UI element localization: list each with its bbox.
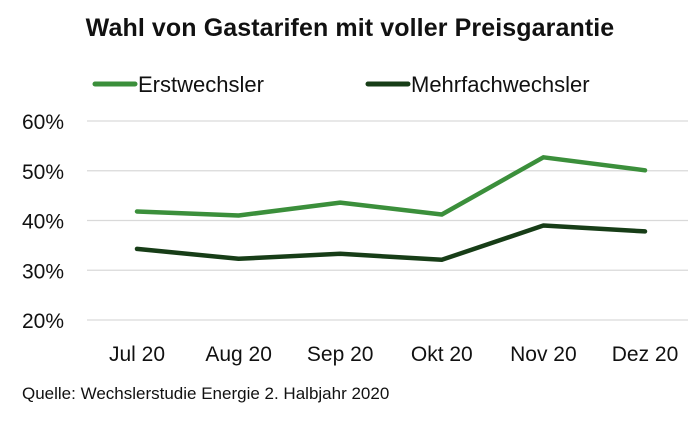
x-tick-label: Sep 20 (307, 343, 374, 366)
y-tick-label: 50% (22, 161, 64, 184)
x-tick-label: Jul 20 (109, 343, 165, 366)
source-note: Quelle: Wechslerstudie Energie 2. Halbja… (22, 384, 390, 403)
series-lines (134, 155, 648, 263)
x-tick-label: Dez 20 (612, 343, 679, 366)
series-line-mehrfachwechsler (134, 223, 648, 263)
y-tick-label: 60% (22, 111, 64, 134)
y-tick-label: 20% (22, 310, 64, 333)
series-line-erstwechsler (134, 155, 648, 218)
x-tick-label: Aug 20 (205, 343, 272, 366)
x-axis: Jul 20 Aug 20 Sep 20 Okt 20 Nov 20 Dez 20 (109, 343, 678, 366)
x-tick-label: Nov 20 (510, 343, 577, 366)
legend-label: Mehrfachwechsler (411, 72, 590, 97)
y-tick-label: 40% (22, 211, 64, 234)
chart-title: Wahl von Gastarifen mit voller Preisgara… (85, 14, 615, 42)
y-axis: 20% 30% 40% 50% 60% (22, 111, 64, 333)
legend: Erstwechsler Mehrfachwechsler (92, 72, 590, 97)
legend-label: Erstwechsler (138, 72, 264, 97)
y-tick-label: 30% (22, 260, 64, 283)
gridlines (87, 120, 688, 321)
x-tick-label: Okt 20 (411, 343, 473, 366)
